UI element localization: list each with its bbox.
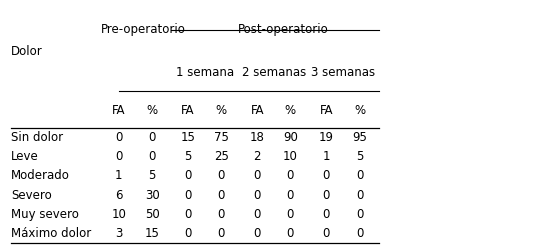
Text: FA: FA [112, 104, 126, 117]
Text: 0: 0 [115, 150, 123, 163]
Text: 0: 0 [184, 170, 192, 183]
Text: 5: 5 [148, 170, 156, 183]
Text: 0: 0 [253, 208, 261, 221]
Text: 2: 2 [253, 150, 261, 163]
Text: 15: 15 [181, 131, 195, 144]
Text: FA: FA [320, 104, 333, 117]
Text: 30: 30 [145, 188, 159, 201]
Text: 0: 0 [286, 188, 294, 201]
Text: 0: 0 [253, 227, 261, 240]
Text: Post-operatorio: Post-operatorio [238, 23, 329, 36]
Text: 0: 0 [184, 227, 192, 240]
Text: 95: 95 [352, 131, 367, 144]
Text: 5: 5 [356, 150, 363, 163]
Text: 19: 19 [319, 131, 334, 144]
Text: 0: 0 [217, 170, 225, 183]
Text: 0: 0 [356, 227, 363, 240]
Text: Sin dolor: Sin dolor [11, 131, 63, 144]
Text: 0: 0 [253, 170, 261, 183]
Text: 0: 0 [286, 227, 294, 240]
Text: Moderado: Moderado [11, 170, 70, 183]
Text: 0: 0 [148, 131, 156, 144]
Text: 0: 0 [286, 208, 294, 221]
Text: %: % [147, 104, 158, 117]
Text: 0: 0 [148, 150, 156, 163]
Text: Dolor: Dolor [11, 45, 43, 58]
Text: 5: 5 [184, 150, 192, 163]
Text: 1 semana: 1 semana [175, 66, 234, 79]
Text: 0: 0 [217, 188, 225, 201]
Text: Severo: Severo [11, 188, 52, 201]
Text: FA: FA [251, 104, 264, 117]
Text: 0: 0 [217, 208, 225, 221]
Text: Muy severo: Muy severo [11, 208, 79, 221]
Text: 25: 25 [214, 150, 228, 163]
Text: Leve: Leve [11, 150, 39, 163]
Text: 10: 10 [112, 208, 126, 221]
Text: 1: 1 [322, 150, 330, 163]
Text: %: % [285, 104, 296, 117]
Text: 50: 50 [145, 208, 159, 221]
Text: 10: 10 [283, 150, 298, 163]
Text: 18: 18 [250, 131, 264, 144]
Text: FA: FA [181, 104, 195, 117]
Text: 0: 0 [322, 208, 330, 221]
Text: 0: 0 [322, 170, 330, 183]
Text: 0: 0 [115, 131, 123, 144]
Text: 6: 6 [115, 188, 123, 201]
Text: 3 semanas: 3 semanas [311, 66, 375, 79]
Text: 0: 0 [322, 227, 330, 240]
Text: 0: 0 [253, 188, 261, 201]
Text: 0: 0 [356, 170, 363, 183]
Text: Máximo dolor: Máximo dolor [11, 227, 91, 240]
Text: %: % [216, 104, 227, 117]
Text: 0: 0 [322, 188, 330, 201]
Text: Pre-operatorio: Pre-operatorio [101, 23, 186, 36]
Text: 0: 0 [286, 170, 294, 183]
Text: 0: 0 [184, 188, 192, 201]
Text: 75: 75 [214, 131, 228, 144]
Text: 1: 1 [115, 170, 123, 183]
Text: 0: 0 [184, 208, 192, 221]
Text: 90: 90 [283, 131, 298, 144]
Text: 0: 0 [356, 188, 363, 201]
Text: 0: 0 [217, 227, 225, 240]
Text: 3: 3 [115, 227, 123, 240]
Text: 0: 0 [356, 208, 363, 221]
Text: 15: 15 [145, 227, 159, 240]
Text: 2 semanas: 2 semanas [242, 66, 306, 79]
Text: %: % [354, 104, 365, 117]
